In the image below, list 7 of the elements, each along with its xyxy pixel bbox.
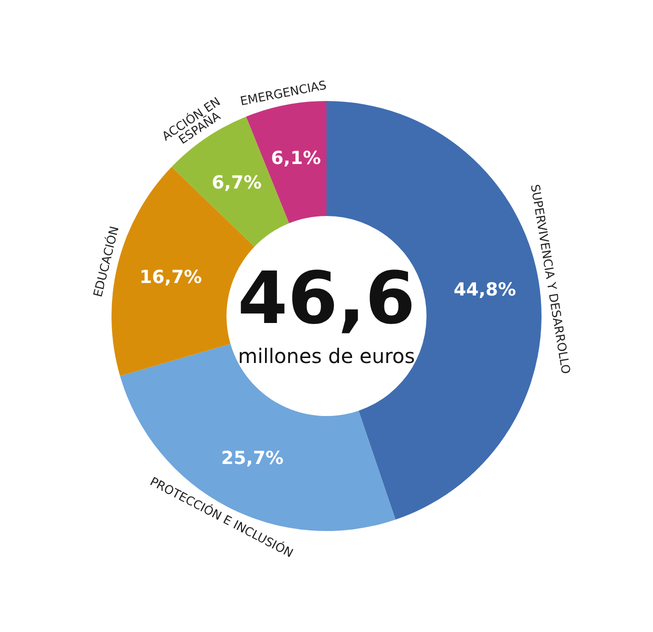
text: 46,6 (238, 256, 416, 340)
data-label: 25,7% (221, 448, 284, 469)
data-label: 44,8% (454, 279, 516, 300)
data-label: 16,7% (139, 267, 202, 288)
data-label: 6,7% (212, 172, 262, 194)
text: millones de euros (238, 344, 415, 368)
data-label: 6,1% (270, 148, 321, 169)
